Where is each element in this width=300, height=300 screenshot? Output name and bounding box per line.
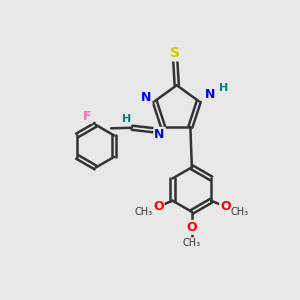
Text: N: N [205,88,215,101]
Text: CH₃: CH₃ [183,238,201,248]
Text: CH₃: CH₃ [231,208,249,218]
Text: O: O [153,200,164,213]
Text: F: F [83,110,92,123]
Text: O: O [220,200,231,213]
Text: H: H [122,114,131,124]
Text: N: N [154,128,165,141]
Text: CH₃: CH₃ [135,208,153,218]
Text: S: S [170,46,180,60]
Text: H: H [218,83,228,93]
Text: N: N [141,91,152,104]
Text: O: O [187,221,197,234]
